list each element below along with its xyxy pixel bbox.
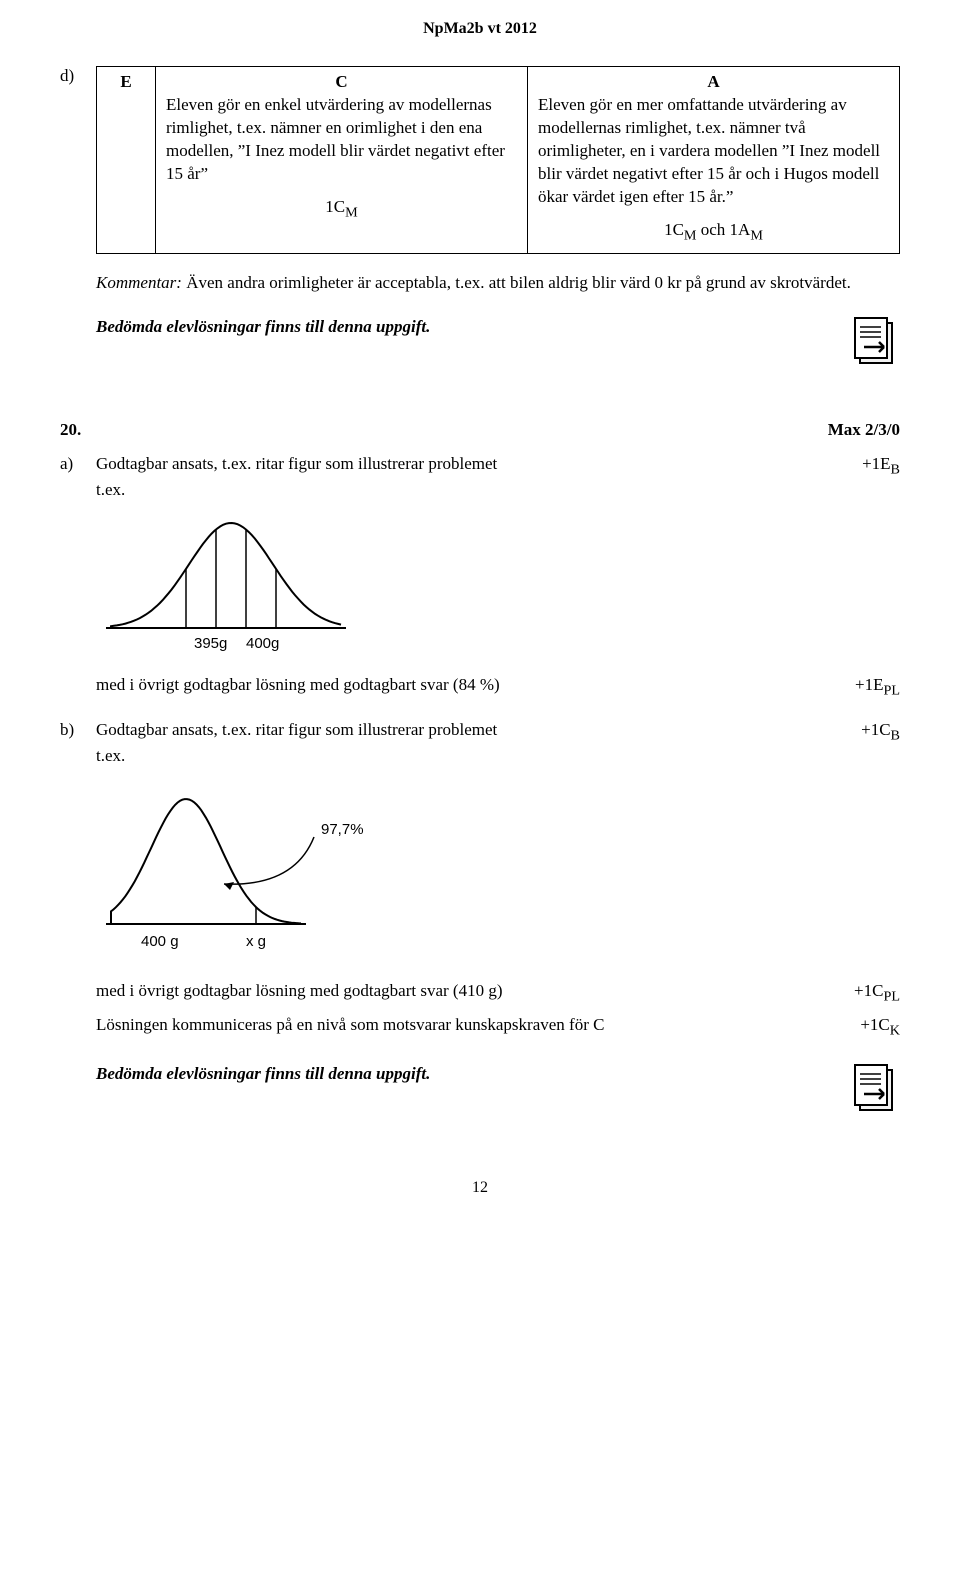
item-d-content: E C A Eleven gör en enkel utvärdering av… (96, 66, 900, 254)
item-b-line2-text: med i övrigt godtagbar lösning med godta… (96, 979, 503, 1007)
item-b-tex: t.ex. (96, 746, 125, 766)
item-b: b) Godtagbar ansats, t.ex. ritar figur s… (60, 720, 900, 744)
rubric-table: E C A Eleven gör en enkel utvärdering av… (96, 66, 900, 254)
item-a-text: Godtagbar ansats, t.ex. ritar figur som … (96, 454, 497, 478)
figure-b: 97,7% 400 g x g (96, 774, 900, 969)
rubric-a-points: 1CM och 1AM (538, 219, 889, 246)
item-a-label: a) (60, 454, 96, 474)
item-a-points: +1EB (862, 454, 900, 478)
item-a-line2-text: med i övrigt godtagbar lösning med godta… (96, 673, 500, 701)
exam-header: NpMa2b vt 2012 (60, 20, 900, 38)
item-b-line3-points: +1CK (860, 1013, 900, 1041)
bedomda-text-2: Bedömda elevlösningar finns till denna u… (96, 1064, 430, 1084)
svg-text:97,7%: 97,7% (321, 821, 364, 838)
item-a: a) Godtagbar ansats, t.ex. ritar figur s… (60, 454, 900, 478)
item-b-line3: Lösningen kommuniceras på en nivå som mo… (96, 1013, 900, 1041)
item-b-line2: med i övrigt godtagbar lösning med godta… (96, 979, 900, 1007)
figure-a: 395g 400g (96, 508, 900, 663)
item-b-line3-text: Lösningen kommuniceras på en nivå som mo… (96, 1013, 604, 1041)
item-a-tex: t.ex. (96, 480, 125, 500)
page: NpMa2b vt 2012 d) E C A Eleven gör en en… (0, 0, 960, 1237)
rubric-col-a-header: A (528, 67, 900, 94)
rubric-a-text: Eleven gör en mer omfattande utvärdering… (538, 95, 880, 206)
svg-text:400 g: 400 g (141, 933, 179, 950)
rubric-a-body: Eleven gör en mer omfattande utvärdering… (528, 94, 900, 254)
svg-text:395g: 395g (194, 635, 227, 652)
svg-text:x g: x g (246, 933, 266, 950)
document-arrow-icon (854, 317, 900, 372)
item-b-text: Godtagbar ansats, t.ex. ritar figur som … (96, 720, 497, 744)
page-number: 12 (60, 1179, 900, 1197)
svg-text:400g: 400g (246, 635, 279, 652)
rubric-c-points: 1CM (166, 196, 517, 223)
question-20-header: 20. Max 2/3/0 (60, 420, 900, 440)
item-a-line2: med i övrigt godtagbar lösning med godta… (96, 673, 900, 701)
rubric-c-body: Eleven gör en enkel utvärdering av model… (156, 94, 528, 254)
question-20-max: Max 2/3/0 (828, 420, 900, 440)
item-b-label: b) (60, 720, 96, 740)
kommentar-label: Kommentar: (96, 273, 182, 292)
rubric-col-e-header: E (97, 67, 156, 94)
document-arrow-icon (854, 1064, 900, 1119)
rubric-c-text: Eleven gör en enkel utvärdering av model… (166, 95, 505, 183)
bedomda-row-2: Bedömda elevlösningar finns till denna u… (96, 1064, 900, 1119)
item-d: d) E C A Eleven gör en enkel utvärdering… (60, 66, 900, 254)
item-d-label: d) (60, 66, 96, 86)
item-b-points: +1CB (861, 720, 900, 744)
question-20-number: 20. (60, 420, 81, 440)
item-b-line2-points: +1CPL (854, 979, 900, 1007)
bedomda-row-1: Bedömda elevlösningar finns till denna u… (96, 317, 900, 372)
kommentar: Kommentar: Även andra orimligheter är ac… (96, 272, 900, 295)
rubric-e-body (97, 94, 156, 254)
rubric-col-c-header: C (156, 67, 528, 94)
kommentar-text: Även andra orimligheter är acceptabla, t… (182, 273, 851, 292)
bedomda-text-1: Bedömda elevlösningar finns till denna u… (96, 317, 430, 337)
item-a-line2-points: +1EPL (855, 673, 900, 701)
